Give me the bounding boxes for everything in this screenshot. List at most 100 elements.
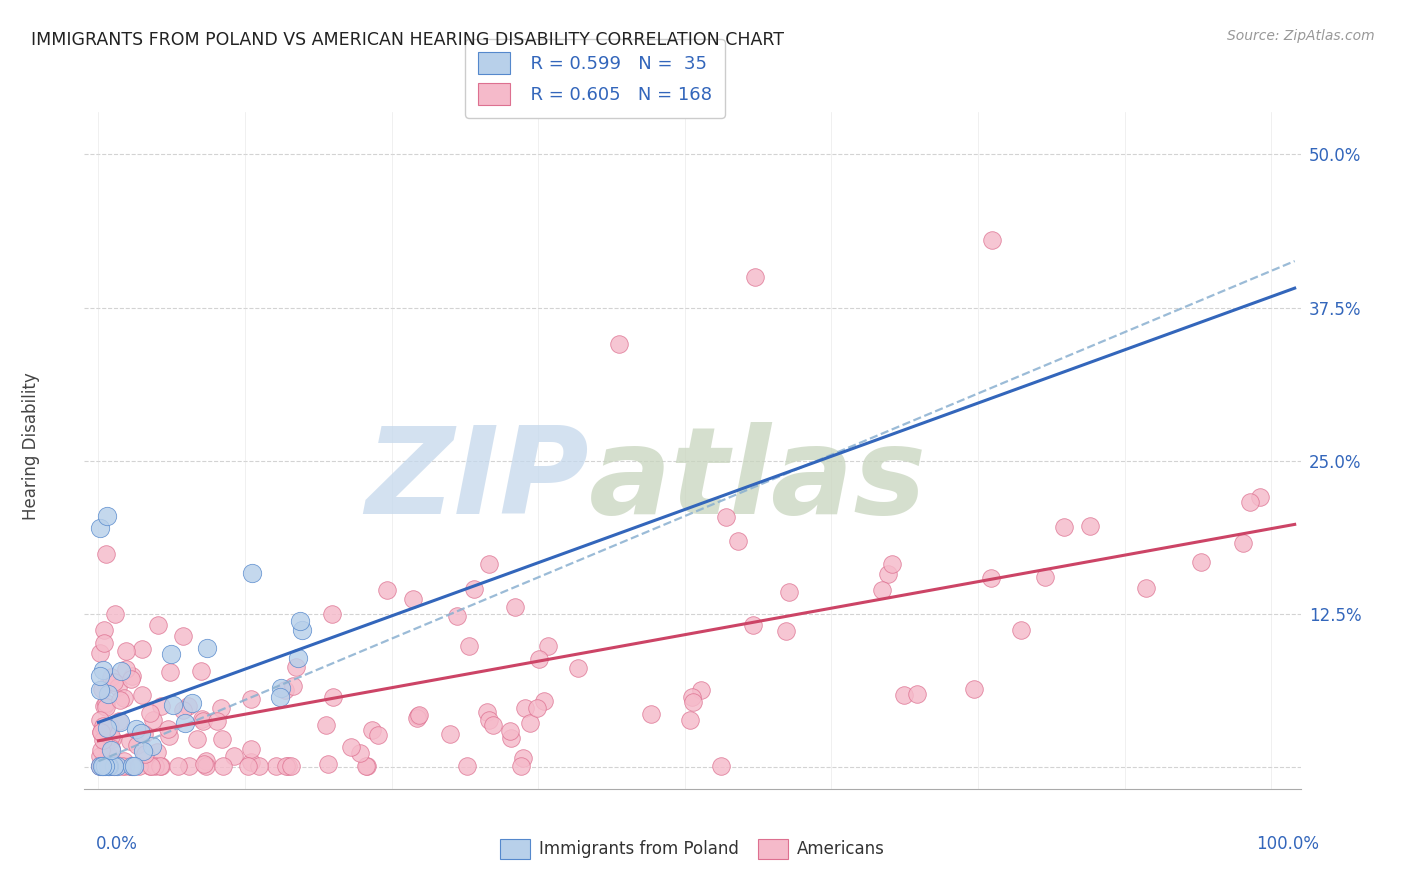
Point: [482, 718, 505, 732]
Point: [114, 759, 136, 773]
Point: [94, 759, 117, 773]
Point: [190, 664, 212, 678]
Point: [98, 749, 121, 764]
Point: [94, 696, 117, 710]
Point: [93, 636, 115, 650]
Point: [156, 723, 179, 737]
Point: [100, 731, 122, 746]
Point: [90, 743, 112, 757]
Point: [458, 639, 481, 653]
Point: [100, 759, 122, 773]
Point: [149, 759, 172, 773]
Point: [211, 731, 233, 746]
Point: [477, 713, 499, 727]
Point: [91, 732, 114, 747]
Point: [195, 640, 218, 655]
Point: [408, 708, 430, 723]
Point: [150, 699, 173, 714]
Point: [97, 759, 120, 773]
Point: [157, 729, 180, 743]
Point: [90, 759, 112, 773]
Point: [533, 694, 555, 708]
Point: [94, 737, 117, 751]
Point: [121, 669, 143, 683]
Text: 100.0%: 100.0%: [1256, 835, 1319, 853]
Point: [107, 681, 129, 695]
Point: [195, 759, 218, 773]
Point: [103, 756, 125, 771]
Point: [475, 705, 498, 719]
Text: IMMIGRANTS FROM POLAND VS AMERICAN HEARING DISABILITY CORRELATION CHART: IMMIGRANTS FROM POLAND VS AMERICAN HEARI…: [31, 31, 785, 49]
Point: [609, 337, 631, 351]
Point: [89, 682, 111, 697]
Point: [141, 713, 163, 727]
Point: [284, 660, 307, 674]
Point: [89, 669, 111, 683]
Point: [89, 759, 111, 773]
Point: [315, 718, 337, 732]
Point: [110, 665, 132, 679]
Point: [162, 698, 184, 713]
Point: [318, 756, 340, 771]
Point: [679, 713, 702, 727]
Point: [191, 714, 214, 729]
Point: [291, 623, 314, 637]
Point: [682, 695, 704, 709]
Point: [120, 672, 142, 686]
Point: [141, 739, 163, 753]
Point: [90, 759, 112, 773]
Point: [439, 727, 461, 741]
Point: [512, 751, 534, 765]
Point: [121, 759, 143, 773]
Point: [120, 759, 142, 773]
Text: Hearing Disability: Hearing Disability: [22, 372, 39, 520]
Point: [775, 624, 797, 639]
Point: [89, 748, 111, 763]
Point: [360, 723, 382, 737]
Point: [463, 582, 485, 597]
Point: [1239, 495, 1261, 509]
Point: [172, 703, 194, 717]
Point: [274, 682, 297, 697]
Point: [681, 690, 703, 704]
Point: [177, 699, 200, 714]
Point: [264, 759, 287, 773]
Point: [1010, 623, 1032, 637]
Legend: Immigrants from Poland, Americans: Immigrants from Poland, Americans: [494, 832, 891, 866]
Point: [501, 731, 523, 745]
Point: [367, 729, 389, 743]
Point: [744, 270, 766, 285]
Point: [115, 644, 138, 658]
Point: [193, 757, 215, 772]
Point: [882, 557, 904, 571]
Point: [103, 759, 125, 773]
Point: [778, 585, 800, 599]
Point: [281, 679, 304, 693]
Point: [519, 716, 541, 731]
Point: [98, 719, 121, 733]
Point: [96, 759, 118, 773]
Point: [478, 557, 501, 571]
Point: [1249, 490, 1271, 504]
Point: [94, 759, 117, 773]
Point: [93, 759, 115, 773]
Point: [91, 663, 114, 677]
Point: [1189, 555, 1212, 569]
Point: [100, 670, 122, 684]
Point: [247, 759, 270, 773]
Point: [287, 651, 309, 665]
Point: [118, 733, 141, 747]
Point: [100, 729, 122, 743]
Point: [146, 618, 169, 632]
Point: [89, 713, 111, 727]
Point: [181, 696, 204, 710]
Point: [120, 759, 142, 773]
Point: [277, 759, 299, 773]
Point: [1033, 570, 1056, 584]
Point: [727, 534, 749, 549]
Point: [104, 759, 127, 773]
Point: [239, 742, 262, 756]
Point: [503, 600, 526, 615]
Point: [90, 725, 112, 739]
Point: [1135, 582, 1157, 596]
